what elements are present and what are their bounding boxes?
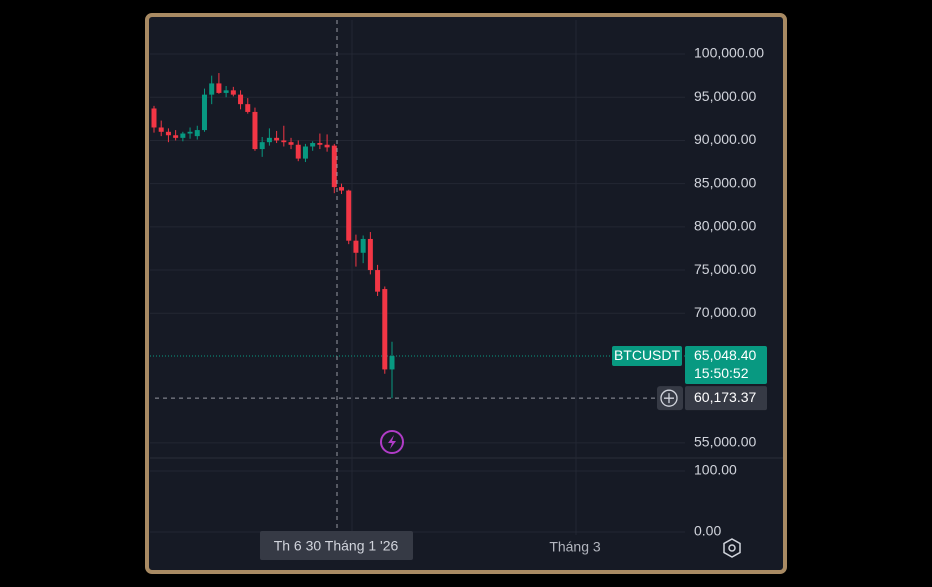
candle-body <box>238 94 244 105</box>
candle-body <box>252 111 258 150</box>
candle-body <box>281 140 287 143</box>
crosshair-price-label: 60,173.37 <box>694 389 756 405</box>
candle-body <box>353 240 359 253</box>
candle-body <box>223 90 229 93</box>
candle-body <box>201 94 207 131</box>
volume-tick-label: 0.00 <box>694 523 721 539</box>
candle-body <box>158 127 164 132</box>
settings-icon <box>728 544 736 552</box>
candle-body <box>331 145 337 188</box>
candle-body <box>259 142 265 150</box>
candle-body <box>194 130 200 137</box>
event-icon[interactable] <box>380 430 404 454</box>
candle-body <box>209 83 215 95</box>
candle-body <box>346 190 352 241</box>
y-tick-label: 95,000.00 <box>694 88 756 104</box>
candle-body <box>324 144 330 148</box>
plus-icon <box>664 393 674 404</box>
x-axis-label: Tháng 3 <box>549 539 601 555</box>
candle-body <box>288 142 294 145</box>
y-tick-label: 70,000.00 <box>694 304 756 320</box>
crosshair-date: Th 6 30 Tháng 1 '26 <box>274 538 399 554</box>
candle-body <box>245 104 251 112</box>
candle-body <box>173 135 179 138</box>
plus-button[interactable] <box>660 389 678 407</box>
candle-body <box>339 187 345 191</box>
y-tick-label: 55,000.00 <box>694 434 756 450</box>
countdown-label: 15:50:52 <box>694 365 749 381</box>
candle-body <box>382 289 388 370</box>
y-tick-label: 80,000.00 <box>694 218 756 234</box>
crosshair-date-box <box>260 531 413 560</box>
last-price-box <box>685 346 767 385</box>
candle-body <box>302 146 308 159</box>
candle-body <box>295 144 301 159</box>
candle-body <box>216 83 222 93</box>
volume-tick-label: 100.00 <box>694 462 737 478</box>
candle-body <box>165 131 171 136</box>
candle-body <box>151 108 157 128</box>
candle-body <box>367 238 373 271</box>
symbol-badge <box>612 346 682 367</box>
symbol-label: BTCUSDT <box>614 347 681 363</box>
candle-body <box>266 137 272 143</box>
candle-body <box>360 238 366 253</box>
candle-body <box>375 270 381 292</box>
y-tick-label: 100,000.00 <box>694 45 764 61</box>
last-price-label: 65,048.40 <box>694 347 756 363</box>
crosshair-price-box <box>685 386 767 411</box>
y-tick-label: 90,000.00 <box>694 131 756 147</box>
candle-body <box>230 90 236 95</box>
y-tick-label: 75,000.00 <box>694 261 756 277</box>
candle-body <box>389 356 395 370</box>
candle-body <box>180 133 186 138</box>
candle-body <box>274 137 280 141</box>
event-icon-bolt <box>388 435 396 449</box>
candle-body <box>187 131 193 134</box>
candle-body <box>310 143 316 147</box>
y-tick-label: 85,000.00 <box>694 174 756 190</box>
candle-body <box>317 143 323 145</box>
settings-icon <box>723 538 741 558</box>
settings-button[interactable] <box>723 538 741 558</box>
